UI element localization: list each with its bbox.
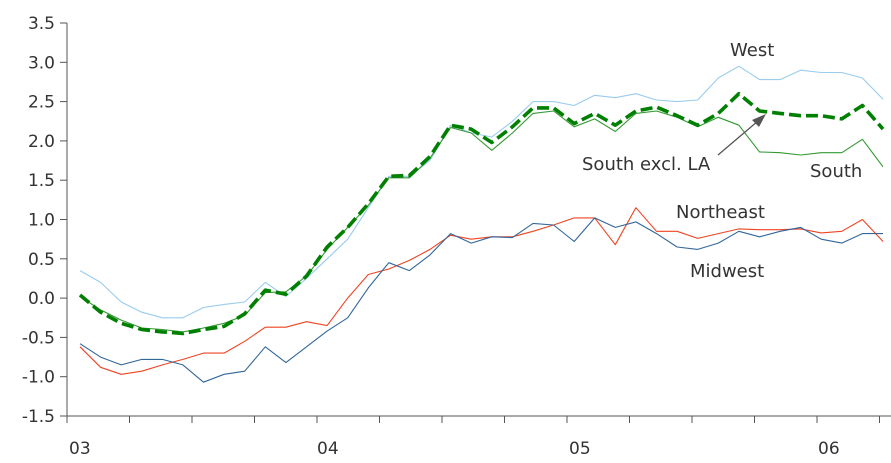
y-tick-label: -1.0	[22, 368, 55, 388]
arrow-shaft	[717, 120, 759, 156]
y-ticks: -1.5 -1.0 -0.5 0.0 0.5 1.0 1.5 2.0 2.5 3.0 3.5	[22, 14, 67, 427]
arrow-head	[752, 114, 766, 127]
series-label-northeast: Northeast	[676, 202, 765, 223]
y-tick-label: -0.5	[22, 328, 55, 348]
x-ticks	[66, 416, 880, 423]
series-lines	[78, 65, 885, 383]
y-axis: -1.5 -1.0 -0.5 0.0 0.5 1.0 1.5 2.0 2.5 3.0 3.5	[22, 14, 68, 427]
series-line-midwest	[79, 217, 883, 383]
y-tick-label: 0.5	[28, 250, 55, 270]
series-line-west	[79, 65, 884, 319]
series-label-south-excl-la: South excl. LA	[582, 154, 711, 175]
series-label-south: South	[810, 161, 862, 182]
series-line-south-excl-la	[78, 91, 885, 336]
y-tick-label: 2.0	[28, 132, 55, 152]
series-line-south	[79, 110, 884, 333]
series-label-west: West	[730, 40, 774, 61]
annotation-arrow	[717, 114, 766, 156]
y-tick-label: 1.5	[28, 171, 55, 191]
series-label-midwest: Midwest	[690, 261, 764, 282]
y-tick-label: 0.0	[28, 289, 55, 309]
y-tick-label: 3.5	[28, 14, 55, 34]
series-labels: West South South excl. LA Northeast Midw…	[582, 40, 862, 282]
series-line-northeast	[79, 207, 884, 375]
y-tick-label: 3.0	[28, 53, 55, 73]
y-tick-label: 2.5	[28, 93, 55, 113]
y-tick-label: 1.0	[28, 211, 55, 231]
x-tick-label-06: 06	[818, 439, 840, 459]
x-tick-label-03: 03	[69, 439, 91, 459]
x-axis: 03 04 05 06	[66, 415, 891, 459]
y-tick-label: -1.5	[22, 407, 55, 427]
x-tick-label-04: 04	[317, 439, 339, 459]
x-tick-label-05: 05	[569, 439, 591, 459]
